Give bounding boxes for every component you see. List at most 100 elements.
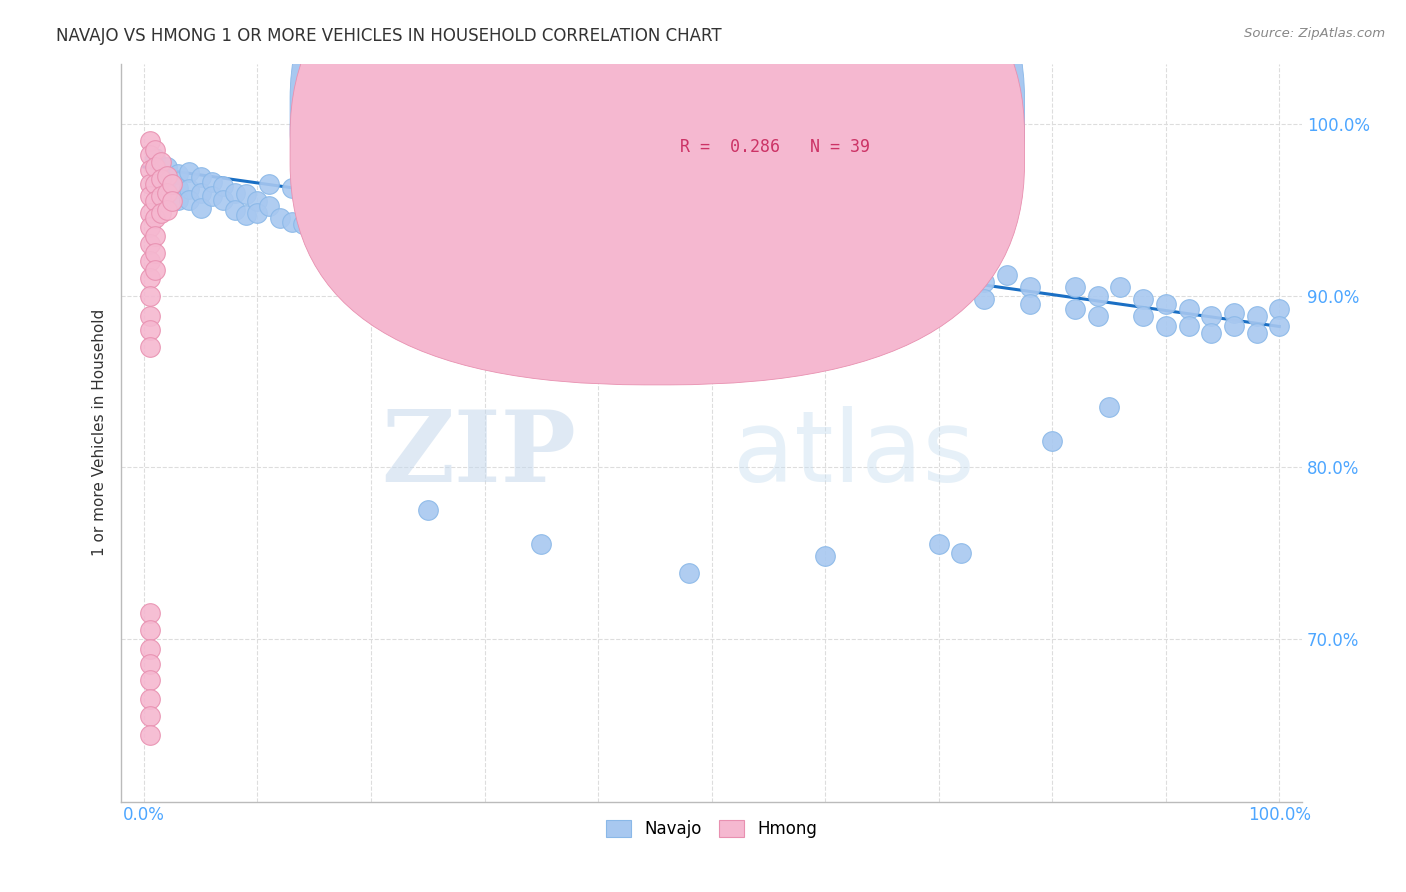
Point <box>496 254 519 268</box>
Point <box>143 228 166 243</box>
Point <box>212 193 235 207</box>
Point <box>1199 326 1222 341</box>
Point <box>1132 309 1154 323</box>
Point <box>450 245 472 260</box>
Point <box>179 182 201 196</box>
Point <box>246 194 269 209</box>
Point <box>700 251 723 265</box>
Point <box>928 537 950 551</box>
Point <box>235 187 257 202</box>
Point <box>143 160 166 174</box>
Point <box>156 186 179 200</box>
Point <box>280 215 302 229</box>
Point <box>450 232 472 246</box>
Point <box>1246 309 1268 323</box>
Point <box>1064 280 1087 294</box>
Point <box>138 254 160 268</box>
Point <box>224 186 246 200</box>
Point <box>315 211 337 226</box>
Point <box>769 251 792 265</box>
Point <box>190 170 212 185</box>
Point <box>138 657 160 672</box>
Point <box>143 143 166 157</box>
Point <box>190 186 212 200</box>
Point <box>814 258 837 272</box>
Point <box>405 186 427 200</box>
Point <box>360 211 382 226</box>
Point <box>167 180 190 194</box>
Point <box>564 254 586 268</box>
Point <box>138 728 160 742</box>
Point <box>269 211 291 226</box>
Point <box>138 148 160 162</box>
Point <box>162 194 184 209</box>
Point <box>201 175 224 189</box>
Point <box>1087 288 1109 302</box>
Y-axis label: 1 or more Vehicles in Household: 1 or more Vehicles in Household <box>93 310 107 557</box>
Point <box>143 177 166 191</box>
Point <box>149 154 172 169</box>
Point <box>678 566 700 581</box>
Point <box>1223 306 1246 320</box>
Point <box>745 241 768 255</box>
Point <box>138 163 160 178</box>
Point <box>633 241 655 255</box>
Point <box>138 288 160 302</box>
Point <box>723 275 745 289</box>
Text: NAVAJO VS HMONG 1 OR MORE VEHICLES IN HOUSEHOLD CORRELATION CHART: NAVAJO VS HMONG 1 OR MORE VEHICLES IN HO… <box>56 27 721 45</box>
Point <box>138 134 160 148</box>
Point <box>179 193 201 207</box>
Point <box>156 160 179 174</box>
Point <box>973 275 995 289</box>
Point <box>678 241 700 255</box>
Point <box>1177 319 1199 334</box>
Text: ZIP: ZIP <box>381 407 576 503</box>
Point <box>416 503 439 517</box>
Point <box>1087 309 1109 323</box>
Point <box>149 206 172 220</box>
Point <box>257 177 280 191</box>
Point <box>138 673 160 687</box>
Point <box>405 219 427 234</box>
Point <box>138 237 160 252</box>
Point <box>973 292 995 306</box>
FancyBboxPatch shape <box>290 0 1025 384</box>
Point <box>224 202 246 217</box>
Point <box>995 268 1018 282</box>
Point <box>1040 434 1063 449</box>
Point <box>138 206 160 220</box>
Point <box>1199 309 1222 323</box>
Text: atlas: atlas <box>733 407 974 503</box>
Point <box>337 206 360 220</box>
Point <box>1154 297 1177 311</box>
Point <box>291 189 314 203</box>
Point <box>143 263 166 277</box>
Point <box>427 228 450 243</box>
Point <box>1246 326 1268 341</box>
Point <box>138 641 160 656</box>
Point <box>678 258 700 272</box>
Point <box>530 258 553 272</box>
Text: Source: ZipAtlas.com: Source: ZipAtlas.com <box>1244 27 1385 40</box>
Point <box>156 202 179 217</box>
Point <box>859 245 882 260</box>
Point <box>837 271 859 285</box>
Point <box>302 194 325 209</box>
Point <box>138 219 160 234</box>
Point <box>1109 280 1132 294</box>
Point <box>950 285 973 300</box>
Point <box>882 263 904 277</box>
Point <box>655 254 678 268</box>
Point <box>1018 297 1040 311</box>
Point <box>950 546 973 560</box>
Point <box>564 234 586 248</box>
Point <box>315 202 337 217</box>
Point <box>149 172 172 186</box>
Point <box>179 165 201 179</box>
Point <box>950 268 973 282</box>
Point <box>156 169 179 183</box>
Text: R =  0.286   N = 39: R = 0.286 N = 39 <box>679 138 870 156</box>
Point <box>138 323 160 337</box>
Point <box>496 237 519 252</box>
Point <box>1177 302 1199 317</box>
